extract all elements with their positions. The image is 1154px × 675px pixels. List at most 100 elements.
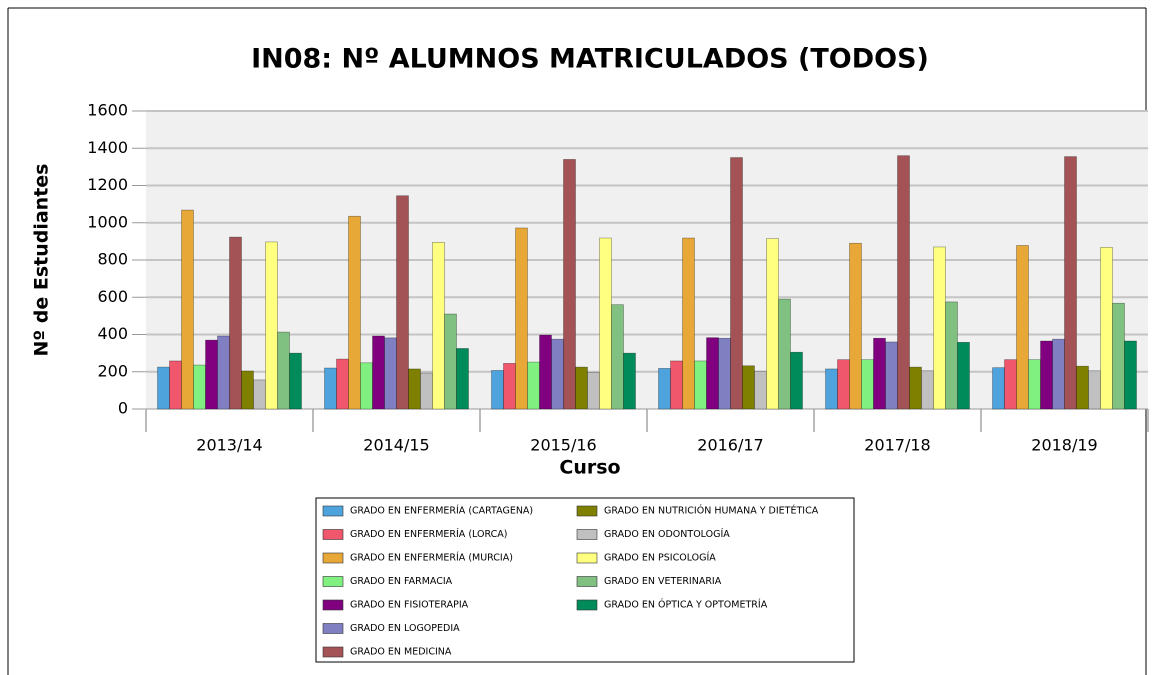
legend-label: GRADO EN ENFERMERÍA (CARTAGENA) [350,505,533,517]
bar [444,313,457,410]
bar [742,365,755,410]
legend-swatch [322,623,344,634]
legend-label: GRADO EN FARMACIA [350,576,453,587]
legend-swatch [576,529,598,540]
legend-label: GRADO EN ENFERMERÍA (MURCIA) [350,552,513,564]
y-tick-label: 0 [118,399,128,418]
bar [1088,370,1101,410]
bar [730,157,743,410]
bar [253,379,266,410]
bar [611,304,624,410]
bar [945,301,958,410]
bar [217,335,230,410]
bar [229,236,242,410]
legend-label: GRADO EN MEDICINA [350,647,452,658]
y-tick-label: 1600 [87,101,128,120]
bar [515,227,528,410]
y-tick-label: 600 [97,287,128,306]
bar [718,337,731,410]
legend-swatch [576,505,598,517]
bar [1112,302,1125,410]
bar [1028,359,1041,410]
legend-swatch [576,552,598,564]
bar [324,367,337,410]
y-tick-label: 1200 [87,175,128,194]
x-tick-label: 2016/17 [697,436,763,455]
bar [599,237,612,410]
bar [861,359,874,410]
bar [539,334,552,410]
bar [790,351,803,410]
bar [432,242,445,410]
legend-swatch [322,646,344,658]
legend-label: GRADO EN ENFERMERÍA (LORCA) [350,528,507,540]
bar [587,372,600,410]
bar [682,237,695,410]
bar [241,370,254,410]
y-tick-label: 1000 [87,212,128,231]
legend-swatch [322,599,344,611]
bar [837,359,850,410]
bar [420,372,433,410]
bar [575,366,588,410]
bar [658,368,671,410]
legend-label: GRADO EN ODONTOLOGÍA [604,528,730,540]
bar [265,241,278,410]
bar [372,335,385,410]
bar [957,342,970,410]
bar [157,366,170,410]
bar [778,298,791,410]
bar [396,195,409,410]
bar [1124,340,1137,410]
bar [1040,340,1053,410]
y-tick-label: 1400 [87,138,128,157]
x-axis-label: Curso [559,457,620,479]
bar [527,361,540,410]
bar [885,341,898,410]
bar [336,358,349,410]
bar [766,238,779,410]
legend-swatch [576,576,598,587]
bar [181,209,194,410]
bar [694,360,707,410]
legend-label: GRADO EN VETERINARIA [604,576,722,587]
bar [706,337,719,410]
bar [933,246,946,410]
bar [456,348,469,410]
bar [1076,365,1089,410]
bar [623,352,636,410]
bar [992,367,1005,410]
legend-label: GRADO EN NUTRICIÓN HUMANA Y DIETÉTICA [604,505,819,517]
bar [873,337,886,410]
legend-label: GRADO EN ÓPTICA Y OPTOMETRÍA [604,599,768,611]
legend-label: GRADO EN FISIOTERAPIA [350,600,469,611]
y-axis-label: Nº de Estudiantes [31,164,53,357]
y-tick-label: 200 [97,361,128,380]
legend-swatch [322,505,344,517]
bar [205,339,218,410]
bar [563,159,576,410]
bar [408,368,421,410]
bar [825,368,838,410]
bar [1004,359,1017,410]
bar [849,242,862,410]
bar [348,215,361,410]
legend-swatch [322,529,344,540]
x-tick-label: 2014/15 [363,436,429,455]
bar [754,370,767,410]
y-tick-label: 800 [97,250,128,269]
bar [1100,247,1113,410]
x-tick-label: 2018/19 [1031,436,1097,455]
bar [289,352,302,410]
bar [169,360,182,410]
bar [670,360,683,410]
bar [1052,338,1065,410]
bar [897,155,910,410]
bar [360,362,373,410]
legend-swatch [576,599,598,611]
x-tick-label: 2015/16 [530,436,596,455]
bar [193,364,206,410]
x-tick-label: 2013/14 [196,436,262,455]
bar [909,366,922,410]
